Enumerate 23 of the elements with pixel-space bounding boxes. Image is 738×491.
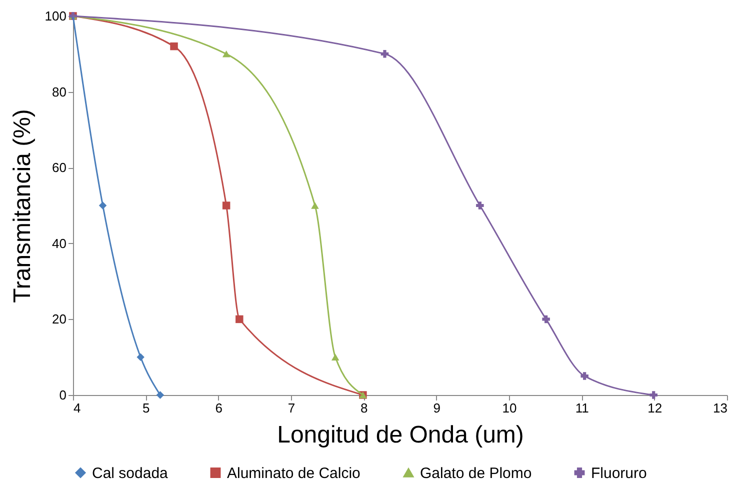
y-tick-label: 20	[52, 312, 66, 327]
y-tick-label: 0	[59, 388, 66, 402]
legend-label: Aluminato de Calcio	[227, 464, 360, 482]
x-tick-label: 13	[713, 400, 728, 416]
point	[156, 391, 164, 399]
x-axis-title: Longitud de Onda (um)	[277, 422, 524, 448]
x-tick-label: 11	[575, 400, 589, 416]
legend-label: Cal sodada	[92, 464, 169, 482]
y-tick-label: 100	[44, 8, 66, 24]
x-tick-label: 5	[142, 400, 150, 416]
x-tick-label: 7	[288, 400, 296, 416]
x-tick-label: 9	[433, 400, 440, 416]
y-tick-label: 60	[52, 160, 66, 176]
y-axis-title: Transmitancia (%)	[8, 109, 36, 303]
x-tick-label: 4	[74, 400, 81, 416]
y-tick-label: 40	[52, 236, 66, 251]
y-tick-label: 80	[52, 84, 66, 100]
x-tick-label: 6	[215, 400, 222, 416]
x-tick-label: 10	[502, 400, 517, 416]
legend-label: Fluoruro	[591, 464, 647, 482]
x-tick-label: 12	[648, 400, 662, 416]
legend-label: Galato de Plomo	[420, 464, 532, 482]
x-tick-label: 8	[360, 400, 368, 416]
